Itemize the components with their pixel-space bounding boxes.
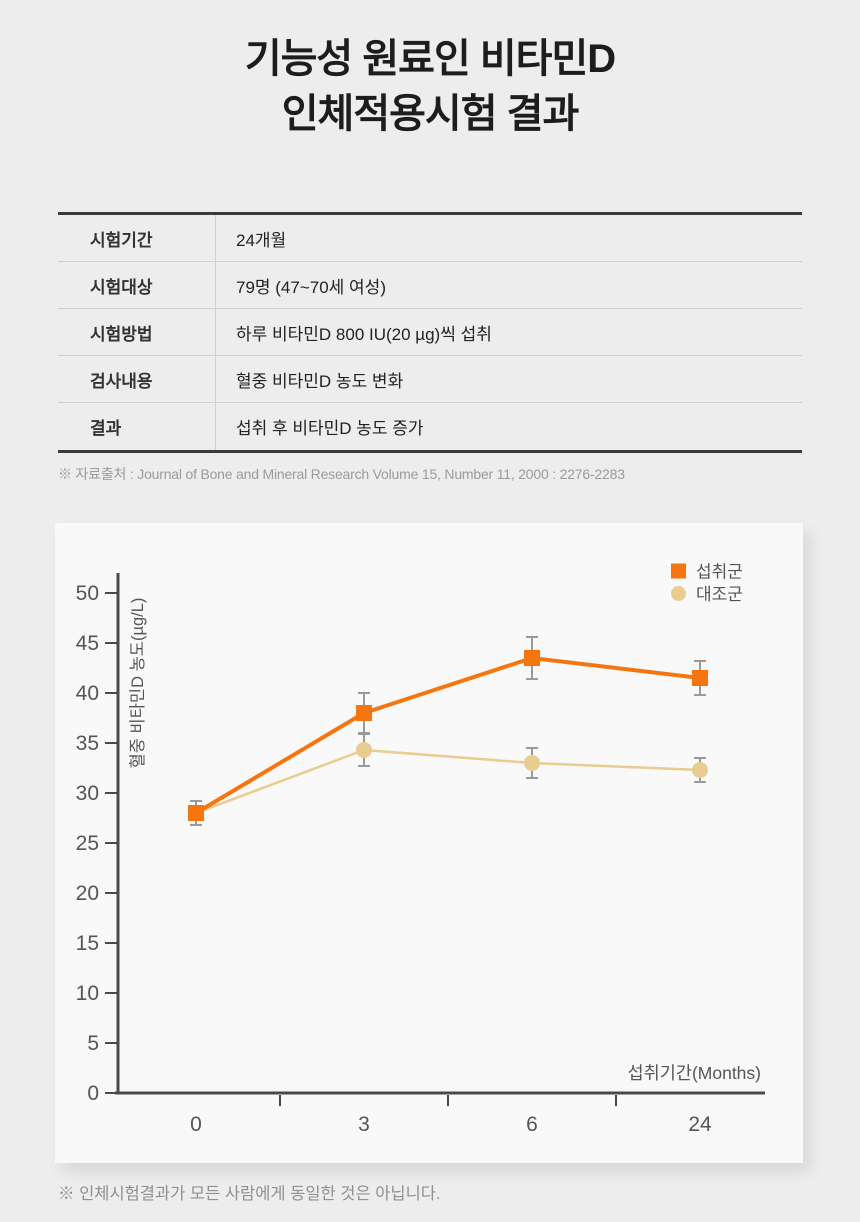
y-tick-label: 25 <box>76 832 99 855</box>
table-row: 결과 섭취 후 비타민D 농도 증가 <box>58 403 802 450</box>
legend-circle-icon <box>671 586 686 601</box>
data-point-square <box>188 805 204 821</box>
row-value: 24개월 <box>236 230 287 250</box>
y-tick-label: 10 <box>76 982 99 1005</box>
table-row: 시험대상 79명 (47~70세 여성) <box>58 262 802 309</box>
series-line <box>195 748 701 815</box>
x-axis-title: 섭취기간(Months) <box>628 1063 761 1083</box>
table-row: 검사내용 혈중 비타민D 농도 변화 <box>58 356 802 403</box>
row-label-cell: 시험대상 <box>58 262 216 308</box>
x-tick-label: 0 <box>190 1113 202 1136</box>
y-tick-label: 45 <box>76 632 99 655</box>
y-tick-label: 40 <box>76 682 99 705</box>
row-label: 시험방법 <box>90 324 153 344</box>
x-tick-label: 24 <box>688 1113 712 1136</box>
y-tick-label: 20 <box>76 882 99 905</box>
data-point-square <box>356 705 372 721</box>
row-label-cell: 시험방법 <box>58 309 216 355</box>
y-tick-label: 30 <box>76 782 99 805</box>
row-value: 혈중 비타민D 농도 변화 <box>236 371 404 391</box>
data-point-circle <box>692 762 708 778</box>
y-tick-label: 50 <box>76 582 99 605</box>
y-tick-label: 5 <box>87 1032 99 1055</box>
title-line-1: 기능성 원료인 비타민D <box>244 37 616 81</box>
y-tick-label: 35 <box>76 732 99 755</box>
page-title: 기능성 원료인 비타민D 인체적용시험 결과 <box>0 32 860 142</box>
data-point-circle <box>356 742 372 758</box>
vitamin-d-line-chart: 0 5 10 15 20 25 30 35 40 45 50 0 3 6 24 혈중 비타민D 농도(µg/L… <box>76 563 765 1136</box>
data-point-square <box>524 650 540 666</box>
row-label: 검사내용 <box>90 371 153 391</box>
row-label: 시험대상 <box>90 277 153 297</box>
y-tick-label: 0 <box>87 1082 99 1105</box>
row-value: 섭취 후 비타민D 농도 증가 <box>236 419 424 438</box>
source-note: ※ 자료출처 : Journal of Bone and Mineral Res… <box>58 466 625 482</box>
legend-square-icon <box>671 563 686 579</box>
data-point-square <box>692 670 708 686</box>
row-label: 결과 <box>90 419 122 438</box>
x-tick-label: 6 <box>526 1113 538 1136</box>
chart-panel: 0 5 10 15 20 25 30 35 40 45 50 0 3 6 24 혈중 비타민D 농도(µg/L… <box>55 523 803 1163</box>
legend-label: 대조군 <box>696 585 743 604</box>
row-label-cell: 결과 <box>58 403 216 450</box>
row-value: 하루 비타민D 800 IU(20 µg)씩 섭취 <box>236 324 492 344</box>
footnote: ※ 인체시험결과가 모든 사람에게 동일한 것은 아닙니다. <box>58 1185 441 1203</box>
table-row: 시험방법 하루 비타민D 800 IU(20 µg)씩 섭취 <box>58 309 802 356</box>
x-tick-label: 3 <box>358 1113 370 1136</box>
table-row: 시험기간 24개월 <box>58 215 802 262</box>
title-line-2: 인체적용시험 결과 <box>281 92 580 136</box>
series-line <box>194 655 701 815</box>
row-label: 시험기간 <box>90 230 153 250</box>
row-label-cell: 검사내용 <box>58 356 216 402</box>
y-axis-title: 혈중 비타민D 농도(µg/L) <box>128 598 147 769</box>
row-label-cell: 시험기간 <box>58 215 216 261</box>
row-value: 79명 (47~70세 여성) <box>236 277 386 297</box>
legend-label: 섭취군 <box>696 563 743 582</box>
y-tick-label: 15 <box>76 932 99 955</box>
data-point-circle <box>524 755 540 771</box>
